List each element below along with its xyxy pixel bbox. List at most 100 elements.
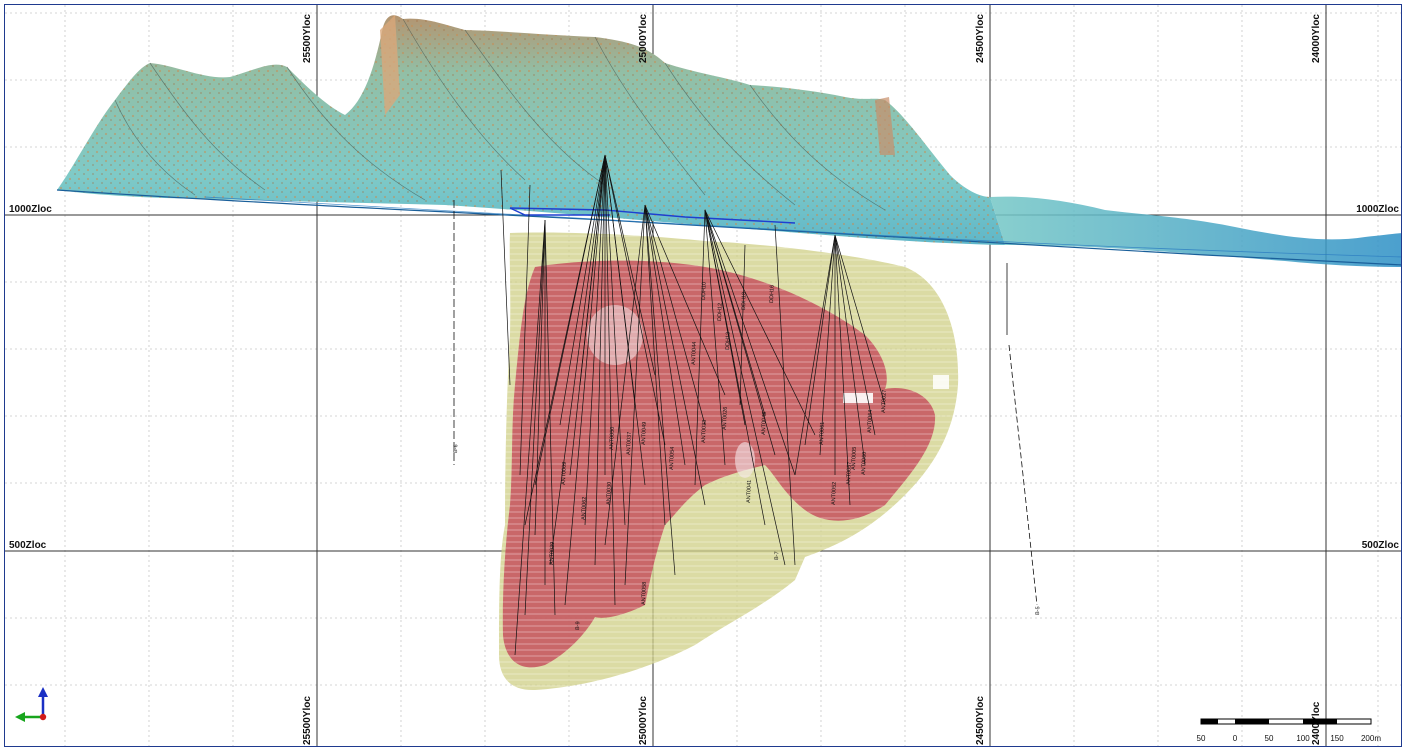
drillhole-label: ANT0060 (861, 452, 868, 475)
drillhole-trace (604, 154, 656, 376)
drillhole-label: ANT0045 (761, 412, 768, 435)
drillhole-label: ANT0044 (691, 342, 698, 365)
drillhole-trace (644, 204, 706, 426)
scale-tick: 150 (1330, 734, 1344, 743)
drillhole-trace (834, 234, 866, 466)
y-label-top: 25500Yloc (302, 14, 313, 63)
drillhole-label: ANT0037 (626, 432, 633, 455)
scale-tick: 200m (1361, 734, 1381, 743)
drillhole-trace (834, 234, 851, 506)
drillhole-label: ANT0049 (641, 422, 648, 445)
drillhole-label: DDH10 (701, 282, 708, 300)
drillhole-label: ANT0052 (831, 482, 838, 505)
drillhole-trace (584, 154, 606, 526)
z-label-right: 1000Zloc (1356, 204, 1399, 215)
drillhole-trace (739, 244, 746, 406)
drillhole-label: ANT0054 (669, 447, 676, 470)
drillhole-trace (500, 169, 511, 386)
data-gap (933, 375, 949, 389)
section-viewport[interactable]: B-6 B-5 B-7 B-9 ANT0041 ANT0026 ANT0037 ANT0045… (4, 4, 1402, 747)
drillhole-label: ANT0027 (881, 390, 888, 413)
drillhole-trace (704, 209, 776, 456)
drillhole-label: ANT0064 (867, 410, 874, 433)
y-axis-labels-bottom: 25500Yloc 25000Yloc 24500Yloc 2400Yloc (302, 696, 1322, 745)
cross-section-view: B-6 B-5 B-7 B-9 ANT0041 ANT0026 ANT0037 ANT0045… (5, 5, 1401, 746)
drillhole-trace (579, 154, 606, 386)
drillhole-trace (704, 209, 726, 466)
drillhole-label: ANT0039 (549, 542, 556, 565)
scale-bar: 50 0 50 100 150 200m (1197, 718, 1381, 743)
drillhole-label: ANT0058 (641, 582, 648, 605)
z-label-right: 500Zloc (1362, 540, 1400, 551)
drillhole-trace (604, 154, 636, 406)
z-label-left: 500Zloc (9, 540, 47, 551)
y-label-top: 25000Yloc (638, 14, 649, 63)
z-label-left: 1000Zloc (9, 204, 52, 215)
drillhole-trace (604, 154, 666, 446)
y-label-bottom: 24500Yloc (975, 696, 986, 745)
drillhole-label: B-5 (1035, 606, 1041, 615)
scale-tick: 50 (1265, 734, 1274, 743)
drillhole-trace (534, 154, 606, 486)
drillhole-label: DDH18 (741, 292, 748, 310)
y-axis-labels-top: 25500Yloc 25000Yloc 24500Yloc 24000Yloc (302, 14, 1322, 63)
drillhole-trace (644, 204, 676, 576)
drillhole-trace (544, 219, 556, 616)
drillhole-trace (704, 209, 766, 526)
drillhole-trace (559, 154, 606, 426)
drillhole-label: B-6 (453, 444, 459, 453)
drillhole-trace (704, 209, 786, 566)
y-label-bottom: 25500Yloc (302, 696, 313, 745)
drillhole-trace (804, 234, 836, 446)
drillhole-trace (564, 154, 606, 606)
drillhole-trace (524, 219, 546, 616)
drillhole-labels: B-6 B-5 B-7 B-9 ANT0041 ANT0026 ANT0037 ANT0045… (453, 282, 1041, 630)
drillhole-trace (514, 219, 546, 656)
drillhole-trace (774, 224, 796, 566)
scale-tick: 50 (1197, 734, 1206, 743)
drillhole-label: DDH12 (717, 303, 724, 321)
drillhole-trace (644, 204, 706, 506)
drillhole-trace (794, 234, 836, 476)
drillhole-trace (644, 204, 666, 526)
drillhole-label: ANT0030 (606, 482, 613, 505)
level-plan-outline (509, 207, 796, 224)
drillhole-label: ANT0026 (722, 407, 729, 430)
drillhole-trace (604, 204, 646, 546)
drillhole-label: B-9 (575, 621, 581, 630)
data-gap (843, 393, 873, 403)
drillhole-traces (500, 154, 886, 656)
drillhole-label: ANT0062 (581, 497, 588, 520)
drillhole-label: DDH16 (769, 285, 776, 303)
drillhole-trace (594, 154, 606, 566)
scale-tick: 100 (1296, 734, 1310, 743)
drillhole-trace (534, 219, 546, 536)
high-grade-shell (502, 260, 936, 668)
drillhole-trace (644, 204, 726, 396)
drillhole-trace (704, 209, 816, 436)
drillhole-trace (549, 154, 606, 566)
drillhole-label: B-7 (774, 551, 780, 560)
drillhole-trace (834, 234, 886, 406)
axis-triad-icon (15, 687, 48, 722)
drillhole-trace (519, 184, 531, 476)
drillhole-trace (834, 234, 876, 436)
drillhole-label: ANT0009 (561, 462, 568, 485)
scale-tick: 0 (1233, 734, 1238, 743)
drillhole-trace (819, 234, 836, 456)
hole-B-5 (1006, 263, 1038, 606)
drillhole-label: ANT0061 (819, 422, 826, 445)
drillhole-label: ANT0033 (701, 420, 708, 443)
drillhole-trace (644, 204, 686, 466)
drillhole-label: ANT0041 (746, 480, 753, 503)
y-label-top: 24000Yloc (1311, 14, 1322, 63)
drillhole-trace (694, 209, 706, 486)
z-axis-labels: 1000Zloc 1000Zloc 500Zloc 500Zloc (9, 204, 1399, 551)
drillhole-trace (624, 204, 646, 586)
terrain-surface (56, 15, 1401, 267)
y-label-top: 24500Yloc (975, 14, 986, 63)
drillhole-trace (604, 154, 626, 526)
drillhole-label: DDH13 (725, 332, 732, 350)
drillhole-label: ANT0057 (846, 462, 853, 485)
drillhole-label: ANT0050 (609, 427, 616, 450)
